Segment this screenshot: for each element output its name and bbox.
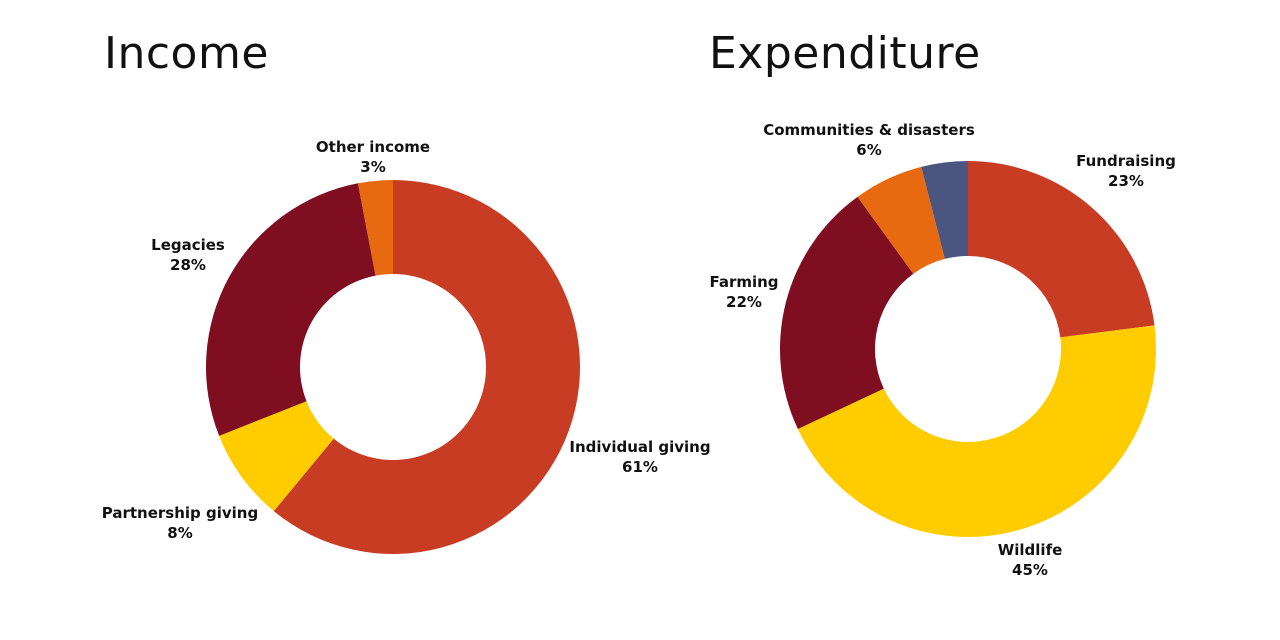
income-slice-individual-giving bbox=[273, 180, 580, 554]
expenditure-slice-fundraising bbox=[968, 161, 1155, 338]
expenditure-slice-unlabeled bbox=[921, 161, 968, 259]
label-communities-disasters: Communities & disasters 6% bbox=[763, 121, 975, 159]
label-partnership-giving: Partnership giving 8% bbox=[101, 504, 259, 542]
label-legacies: Legacies 28% bbox=[151, 236, 225, 274]
label-farming: Farming 22% bbox=[709, 273, 779, 311]
income-slice-other-income bbox=[357, 180, 393, 276]
expenditure-title: Expenditure bbox=[709, 28, 981, 79]
expenditure-slice-farming bbox=[779, 196, 914, 430]
label-wildlife: Wildlife 45% bbox=[997, 541, 1063, 579]
expenditure-slice-communities-disasters bbox=[857, 166, 945, 274]
income-slice-partnership-giving bbox=[219, 401, 334, 512]
income-title: Income bbox=[104, 28, 269, 79]
income-slice-legacies bbox=[205, 183, 376, 436]
label-other-income: Other income 3% bbox=[315, 138, 431, 176]
label-individual-giving: Individual giving 61% bbox=[569, 438, 711, 476]
expenditure-slice-wildlife bbox=[797, 325, 1157, 537]
label-fundraising: Fundraising 23% bbox=[1076, 152, 1176, 190]
